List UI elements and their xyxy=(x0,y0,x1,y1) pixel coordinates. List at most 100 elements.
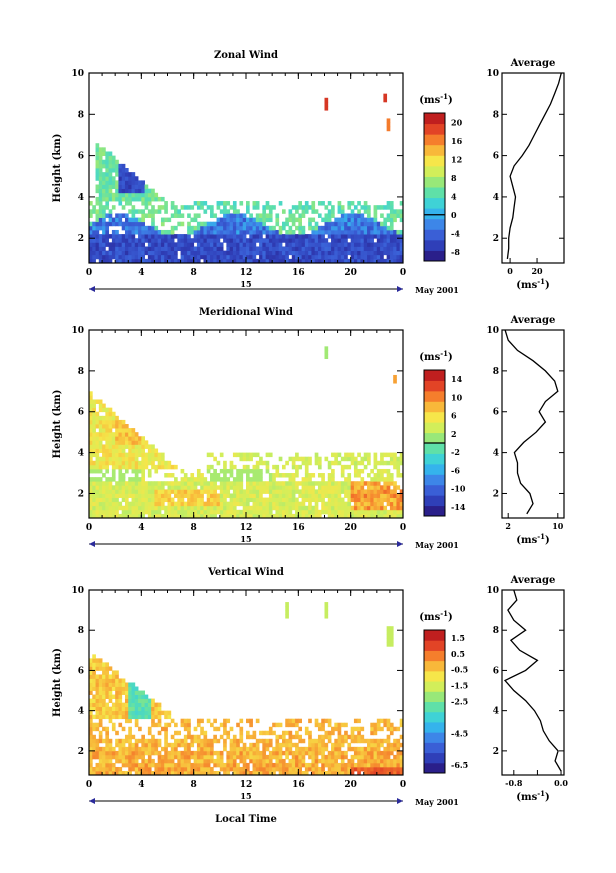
heatmap-cell xyxy=(219,722,224,728)
heatmap-cell xyxy=(393,481,397,486)
heatmap-cell xyxy=(331,758,335,764)
heatmap-cell xyxy=(89,758,93,764)
heatmap-cell xyxy=(353,509,358,515)
heatmap-cell xyxy=(262,213,267,218)
heatmap-cell xyxy=(321,258,325,264)
heatmap-cell xyxy=(281,485,286,490)
heatmap-cell xyxy=(334,726,338,732)
heatmap-cell xyxy=(102,176,106,181)
heatmap-cell xyxy=(327,718,332,724)
heatmap-cell xyxy=(389,750,394,756)
heatmap-cell xyxy=(265,738,270,744)
heatmap-cell xyxy=(363,493,368,498)
heatmap-cell xyxy=(154,242,159,247)
heatmap-cell xyxy=(357,497,361,503)
heatmap-cell xyxy=(301,754,306,760)
heatmap-cell xyxy=(141,489,145,494)
heatmap-cell xyxy=(160,489,165,494)
heatmap-cell xyxy=(272,770,276,776)
heatmap-cell xyxy=(160,758,165,764)
heatmap-cell xyxy=(196,473,201,478)
heatmap-cell xyxy=(193,477,198,482)
heatmap-cell xyxy=(216,205,221,210)
heatmap-cell xyxy=(92,254,96,260)
heatmap-cell xyxy=(210,225,214,231)
heatmap-cell xyxy=(167,493,172,498)
heatmap-cell xyxy=(115,444,119,449)
heatmap-cell xyxy=(278,242,283,247)
heatmap-cell xyxy=(321,229,325,235)
heatmap-cell xyxy=(246,225,250,231)
heatmap-cell xyxy=(210,758,214,764)
heatmap-cell xyxy=(327,258,332,264)
heatmap-cell xyxy=(363,201,368,206)
heatmap-cell xyxy=(321,201,325,206)
average-profile-line xyxy=(504,329,559,515)
heatmap-cell xyxy=(111,497,116,503)
heatmap-cell xyxy=(268,452,273,458)
heatmap-cell xyxy=(147,254,152,260)
heatmap-cell xyxy=(334,225,338,231)
heatmap-cell xyxy=(370,746,374,752)
heatmap-cell xyxy=(249,754,253,760)
heatmap-cell xyxy=(268,770,273,776)
heatmap-cell xyxy=(160,513,165,519)
colorbar-segment xyxy=(424,721,445,733)
heatmap-cell xyxy=(89,432,93,437)
heatmap-cell xyxy=(203,258,208,264)
heatmap-cell xyxy=(102,762,106,768)
heatmap-cell xyxy=(102,706,106,712)
heatmap-cell xyxy=(396,464,401,470)
heatmap-cell xyxy=(236,485,240,490)
heatmap-cell xyxy=(353,456,358,462)
heatmap-cell xyxy=(275,758,280,764)
heatmap-cell xyxy=(121,172,126,177)
heatmap-cell xyxy=(147,746,152,752)
heatmap-cell xyxy=(239,234,244,239)
heatmap-cell xyxy=(203,246,208,252)
heatmap-cell xyxy=(262,513,267,519)
heatmap-cell xyxy=(331,468,335,474)
heatmap-cell xyxy=(216,509,221,515)
heatmap-cell xyxy=(389,452,394,458)
heatmap-cell xyxy=(252,762,257,768)
heatmap-cell xyxy=(98,196,103,202)
heatmap-cell xyxy=(121,234,126,239)
heatmap-cell xyxy=(102,460,106,466)
heatmap-cell xyxy=(246,473,250,478)
heatmap-cell xyxy=(124,196,129,202)
heatmap-cell xyxy=(344,489,348,494)
heatmap-cell xyxy=(229,497,234,503)
heatmap-cell xyxy=(160,497,165,503)
heatmap-cell xyxy=(170,205,175,210)
heatmap-cell xyxy=(128,730,132,736)
heatmap-cell xyxy=(111,473,116,478)
heatmap-cell xyxy=(131,706,136,712)
heatmap-cell xyxy=(396,758,401,764)
heatmap-cell xyxy=(98,730,103,736)
heatmap-cell xyxy=(196,497,201,503)
heatmap-cell xyxy=(128,686,132,691)
heatmap-cell xyxy=(347,734,352,740)
heatmap-cell xyxy=(92,702,96,708)
heatmap-cell xyxy=(301,238,306,243)
heatmap-cell xyxy=(268,481,273,486)
heatmap-cell xyxy=(344,254,348,260)
heatmap-cell xyxy=(363,205,368,210)
heatmap-cell xyxy=(331,730,335,736)
heatmap-cell xyxy=(157,497,162,503)
colorbar-tick-label: 12 xyxy=(451,154,462,164)
heatmap-cell xyxy=(246,217,250,223)
heatmap-cell xyxy=(367,766,371,772)
heatmap-cell xyxy=(357,509,361,515)
heatmap-cell xyxy=(288,242,293,247)
heatmap-cell xyxy=(131,448,136,454)
heatmap-cell xyxy=(134,460,139,466)
heatmap-cell xyxy=(118,201,123,206)
heatmap-cell xyxy=(239,468,244,474)
heatmap-cell xyxy=(268,509,273,515)
heatmap-cell xyxy=(383,489,388,494)
heatmap-cell xyxy=(259,505,263,511)
heatmap-cell xyxy=(102,501,106,507)
heatmap-cell xyxy=(223,221,227,227)
